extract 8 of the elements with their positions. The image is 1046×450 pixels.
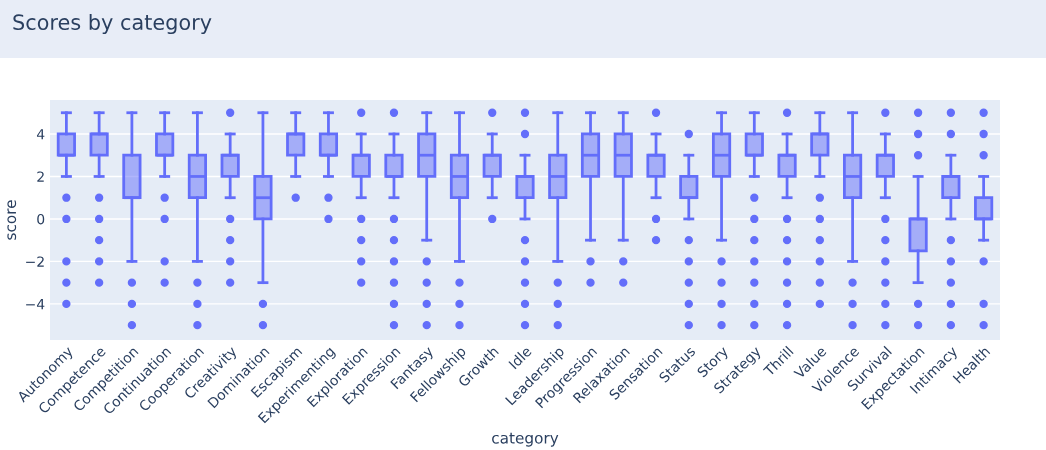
y-axis-title: score xyxy=(7,200,17,240)
y-tick-label: 4 xyxy=(36,129,45,140)
chart-title: Scores by category xyxy=(13,13,212,35)
y-tick-label: −4 xyxy=(26,299,45,310)
y-tick-label: 0 xyxy=(37,213,45,225)
y-tick-label: 2 xyxy=(37,171,44,182)
y-tick-label: −2 xyxy=(26,256,44,267)
x-axis-title: category xyxy=(492,432,559,447)
